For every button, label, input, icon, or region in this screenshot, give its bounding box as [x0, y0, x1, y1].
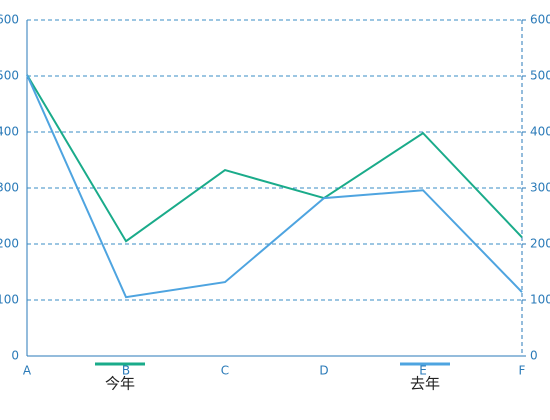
y-tick-label: 300 [0, 181, 19, 195]
series-line [26, 74, 523, 243]
y2-tick-label: 100 [530, 293, 550, 307]
y2-tick-label: 600 [530, 13, 550, 27]
legend-label: 去年 [410, 375, 440, 393]
x-tick-label: B [122, 364, 130, 378]
series-line [26, 74, 523, 299]
y-tick-label: 500 [0, 69, 19, 83]
x-tick-label: D [319, 364, 328, 378]
y-tick-label: 0 [11, 349, 19, 363]
y-tick-label: 200 [0, 237, 19, 251]
x-tick-label: E [419, 364, 427, 378]
x-tick-label: F [519, 364, 526, 378]
y2-tick-label: 300 [530, 181, 550, 195]
y2-tick-label: 500 [530, 69, 550, 83]
x-tick-label: C [221, 364, 229, 378]
y-tick-label: 100 [0, 293, 19, 307]
y2-tick-label: 400 [530, 125, 550, 139]
legend-label: 今年 [105, 375, 135, 393]
y-tick-label: 400 [0, 125, 19, 139]
y2-tick-label: 200 [530, 237, 550, 251]
x-tick-label: A [23, 364, 32, 378]
y-tick-label: 600 [0, 13, 19, 27]
y2-tick-label: 0 [530, 349, 538, 363]
